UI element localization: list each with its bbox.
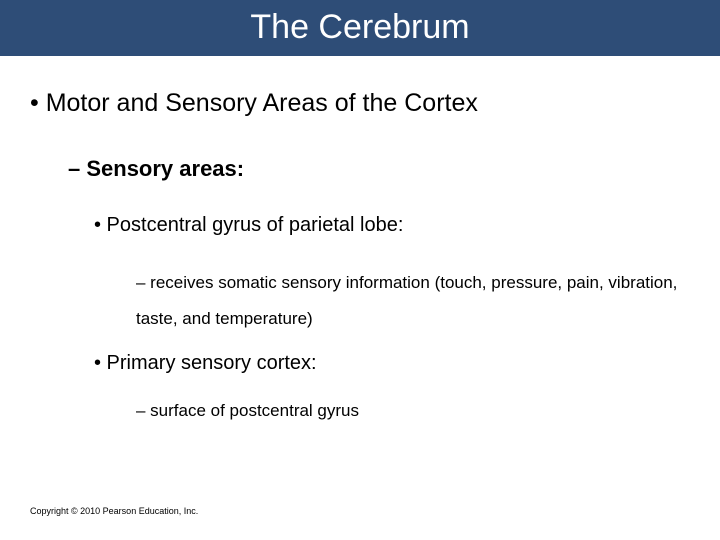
title-bar: The Cerebrum [0, 0, 720, 56]
bullet-level2: – Sensory areas: [68, 156, 690, 182]
copyright-text: Copyright © 2010 Pearson Education, Inc. [30, 506, 198, 516]
bullet-level1: • Motor and Sensory Areas of the Cortex [30, 89, 690, 118]
bullet-level4: – surface of postcentral gyrus [136, 401, 690, 421]
bullet-level3: • Postcentral gyrus of parietal lobe: [94, 214, 690, 237]
content-area: • Motor and Sensory Areas of the Cortex … [0, 89, 720, 421]
slide-container: The Cerebrum • Motor and Sensory Areas o… [0, 0, 720, 540]
bullet-level3: • Primary sensory cortex: [94, 352, 690, 375]
bullet-level4: – receives somatic sensory information (… [136, 265, 690, 336]
